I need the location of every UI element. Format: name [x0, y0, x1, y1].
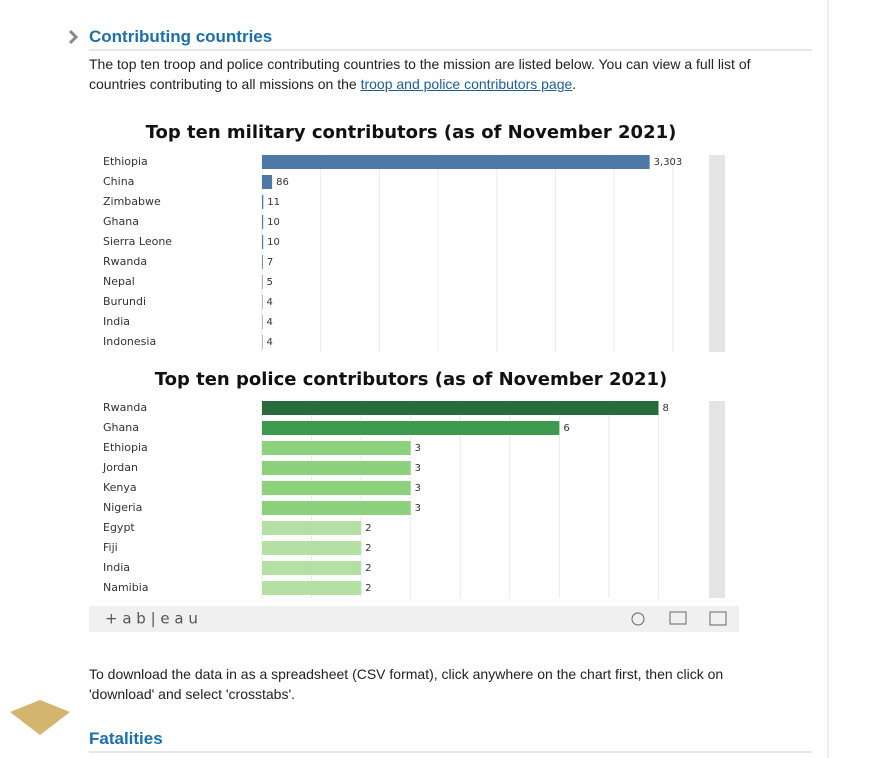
y-tick-label: China — [103, 175, 134, 188]
intro-text: countries contributing to all missions o… — [89, 76, 361, 92]
y-tick-label: Jordan — [102, 461, 138, 474]
data-label: 4 — [266, 297, 272, 308]
y-tick-label: Nigeria — [103, 501, 142, 514]
data-label: 7 — [267, 257, 273, 268]
scrollbar — [709, 401, 725, 598]
data-label: 8 — [662, 403, 668, 414]
chart-title: Top ten military contributors (as of Nov… — [146, 122, 677, 143]
data-label: 2 — [365, 523, 371, 534]
fullscreen-icon[interactable] — [709, 611, 727, 626]
data-label: 3 — [415, 443, 421, 454]
bar — [262, 581, 362, 595]
y-tick-label: Indonesia — [103, 335, 156, 348]
intro-end: . — [572, 76, 577, 92]
y-tick-label: Ethiopia — [103, 155, 148, 168]
bar — [262, 561, 362, 575]
section-heading: Fatalities — [89, 729, 163, 748]
data-label: 4 — [266, 337, 272, 348]
bar — [262, 541, 362, 555]
download-note: To download the data in as a spreadsheet… — [89, 666, 724, 682]
data-label: 3 — [415, 503, 421, 514]
bar — [262, 481, 411, 495]
intro-line: countries contributing to all missions o… — [89, 76, 576, 92]
y-tick-label: Burundi — [103, 295, 146, 308]
y-tick-label: Ghana — [103, 421, 139, 434]
scrollbar — [709, 155, 725, 352]
y-tick-label: Kenya — [103, 481, 137, 494]
download-icon[interactable] — [669, 611, 687, 625]
data-label: 2 — [365, 563, 371, 574]
share-icon[interactable] — [631, 612, 645, 626]
tableau-brand[interactable]: + a b | e a u — [105, 610, 198, 628]
bar — [262, 235, 264, 249]
bar — [262, 215, 264, 229]
data-label: 3 — [415, 463, 421, 474]
watermark-logo — [10, 700, 70, 735]
y-tick-label: Namibia — [103, 581, 149, 594]
data-label: 10 — [267, 237, 280, 248]
bar — [262, 175, 273, 189]
bar — [262, 195, 264, 209]
y-tick-label: Zimbabwe — [103, 195, 161, 208]
data-label: 2 — [365, 583, 371, 594]
data-label: 5 — [267, 277, 273, 288]
chevron — [68, 29, 79, 45]
bar — [262, 501, 411, 515]
tableau-toolbar — [89, 606, 739, 632]
intro-line: The top ten troop and police contributin… — [89, 56, 751, 72]
data-label: 10 — [267, 217, 280, 228]
data-label: 86 — [276, 177, 289, 188]
download-note: 'download' and select 'crosstabs'. — [89, 686, 296, 702]
contributors-link[interactable]: troop and police contributors page — [360, 76, 573, 92]
bar — [262, 255, 263, 269]
data-label: 6 — [563, 423, 569, 434]
y-tick-label: Ethiopia — [103, 441, 148, 454]
bar — [262, 155, 650, 169]
bar — [262, 521, 362, 535]
data-label: 3 — [415, 483, 421, 494]
y-tick-label: Rwanda — [103, 401, 147, 414]
bar — [262, 441, 411, 455]
y-tick-label: Egypt — [103, 521, 135, 534]
y-tick-label: Fiji — [103, 541, 118, 554]
data-label: 2 — [365, 543, 371, 554]
bar — [262, 275, 263, 289]
data-label: 11 — [267, 197, 280, 208]
bar — [262, 401, 659, 415]
bar — [262, 421, 560, 435]
y-tick-label: Rwanda — [103, 255, 147, 268]
y-tick-label: Ghana — [103, 215, 139, 228]
section-heading: Contributing countries — [89, 27, 273, 46]
y-tick-label: India — [103, 561, 130, 574]
y-tick-label: Nepal — [103, 275, 135, 288]
bar — [262, 461, 411, 475]
y-tick-label: Sierra Leone — [103, 235, 172, 248]
data-label: 4 — [266, 317, 272, 328]
chart-title: Top ten police contributors (as of Novem… — [155, 369, 668, 390]
data-label: 3,303 — [654, 157, 683, 168]
y-tick-label: India — [103, 315, 130, 328]
